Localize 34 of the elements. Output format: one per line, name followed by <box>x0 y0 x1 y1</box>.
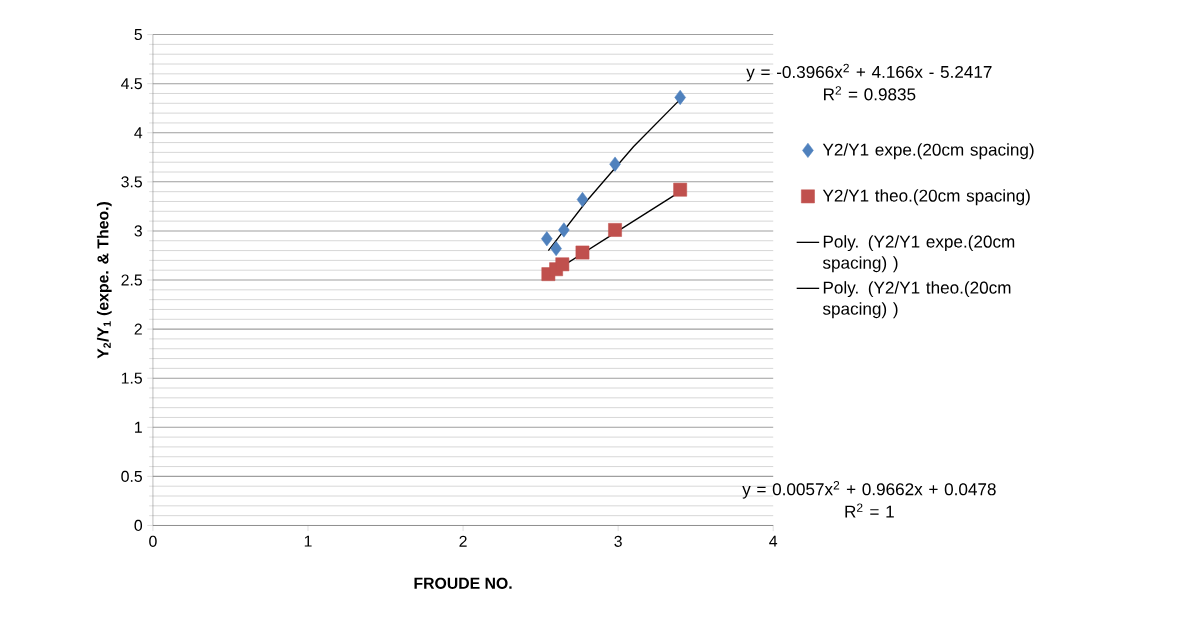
y-tick-label: 2 <box>134 323 142 335</box>
text: y = -0.3966x$^{2}$ + 4.166x - 5.2417 R$^{2}$ = 0.9835 <box>746 63 992 101</box>
x-tick-label: 0 <box>149 535 157 547</box>
y-tick-label: 2.5 <box>121 274 142 286</box>
legend-label: Poly. (Y2/Y1 theo.(20cm spacing) ) <box>822 281 1011 319</box>
point <box>575 245 590 260</box>
y-tick-label: 3.5 <box>121 176 142 188</box>
point <box>550 241 562 257</box>
y-tick-label: 5 <box>134 29 142 41</box>
x-tick-label: 2 <box>459 535 467 547</box>
point <box>609 156 621 172</box>
x-axis-title: FROUDE NO. <box>414 577 512 589</box>
point <box>558 222 570 238</box>
point <box>673 182 688 197</box>
legend-label: Y2/Y1 theo.(20cm spacing) <box>822 189 1030 206</box>
annotation: y = 0.0057x$^{2}$ + 0.9662x + 0.0478 R$^{2}$ = 1 <box>742 481 996 518</box>
point <box>674 89 686 105</box>
y-tick-label: 4 <box>134 127 143 139</box>
point <box>541 231 553 247</box>
y-tick-label: 4.5 <box>121 78 142 90</box>
y-axis-title: Y$_{2}$/Y$_{1}$ (expe. & Theo.) <box>96 201 112 359</box>
y-tick-label: 1.5 <box>121 372 142 384</box>
legend-label: Poly. (Y2/Y1 expe.(20cm spacing) ) <box>822 235 1015 273</box>
legend-label: Y2/Y1 expe.(20cm spacing) <box>822 143 1034 160</box>
y-tick-label: 0 <box>134 519 143 532</box>
point <box>576 192 589 208</box>
point <box>608 223 622 237</box>
point <box>555 257 570 272</box>
y-tick-label: 3 <box>134 225 142 237</box>
x-tick-label: 3 <box>614 535 622 547</box>
x-tick-label: 1 <box>304 535 312 547</box>
x-tick-label: 4 <box>769 535 778 547</box>
y-tick-label: 0.5 <box>121 470 142 482</box>
y-tick-label: 1 <box>135 421 142 433</box>
